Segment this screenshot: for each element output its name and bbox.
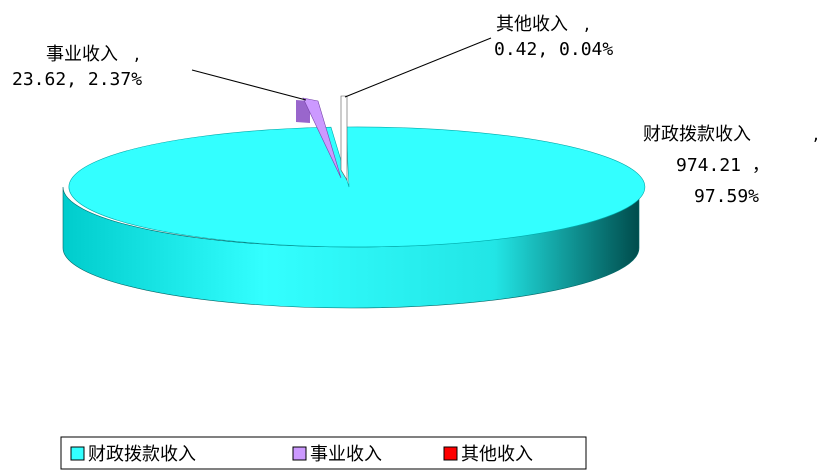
legend-box xyxy=(60,436,587,470)
slice-top-business xyxy=(302,97,342,179)
data-label-fiscal-value: 974.21 ， xyxy=(676,155,770,176)
data-label-business-value: 23.62, 2.37% xyxy=(12,69,142,90)
slice-side-fiscal xyxy=(62,186,640,309)
data-label-fiscal-percent: 97.59% xyxy=(694,186,759,207)
leader-line-business xyxy=(191,69,307,101)
data-label-fiscal: 财政拨款收入 , 974.21 ， 97.59% xyxy=(643,124,819,207)
data-label-business-comma: , xyxy=(134,44,140,65)
data-label-fiscal-comma: , xyxy=(813,124,819,145)
leader-line-other xyxy=(344,37,492,98)
legend-label-business: 事业收入 xyxy=(310,444,382,465)
data-label-other-value: 0.42, 0.04% xyxy=(494,39,613,60)
legend-label-fiscal: 财政拨款收入 xyxy=(88,444,196,465)
legend-swatch-business xyxy=(292,446,307,461)
legend-swatch-other xyxy=(443,446,458,461)
data-label-other: 其他收入 , 0.42, 0.04% xyxy=(494,14,613,60)
data-label-other-name: 其他收入 xyxy=(496,14,568,35)
slice-top-fiscal xyxy=(68,126,646,248)
slice-other xyxy=(340,95,348,182)
data-label-business-name: 事业收入 xyxy=(46,44,118,65)
legend-label-other: 其他收入 xyxy=(461,444,533,465)
data-label-business: 事业收入 , 23.62, 2.37% xyxy=(12,44,142,90)
legend-swatch-fiscal xyxy=(70,446,85,461)
data-label-fiscal-name: 财政拨款收入 xyxy=(643,124,751,145)
slice-business xyxy=(296,97,342,179)
data-label-other-comma: , xyxy=(584,14,590,35)
legend: 财政拨款收入 事业收入 其他收入 xyxy=(60,436,587,470)
slice-edge-other xyxy=(340,95,348,182)
